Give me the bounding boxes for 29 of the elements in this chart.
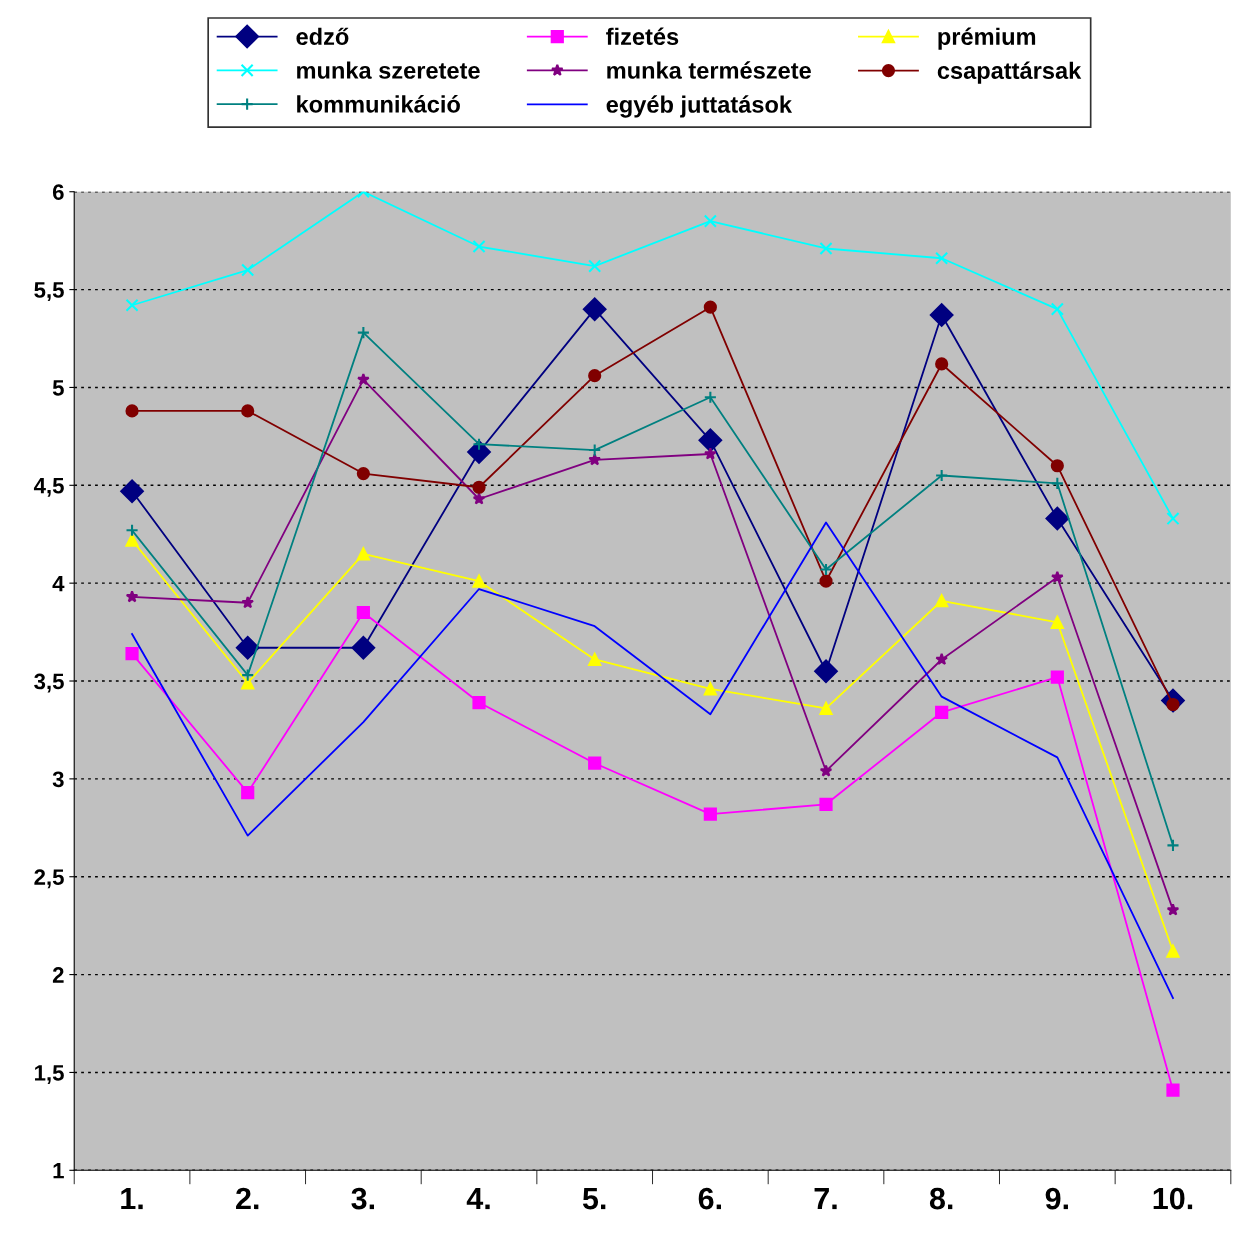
x-tick-label: 8.	[929, 1187, 953, 1210]
legend-label: munka szeretete	[297, 61, 480, 79]
y-tick-label: 2,5	[34, 869, 64, 889]
legend-label: kommunikáció	[297, 95, 460, 113]
legend-label: prémium	[938, 27, 1036, 50]
x-tick-label: 9.	[1045, 1187, 1068, 1210]
x-tick-label: 6.	[698, 1187, 721, 1210]
y-tick-label: 6	[52, 184, 64, 200]
legend-label: csapattársak	[937, 61, 1082, 84]
y-tick-label: 4	[52, 575, 65, 592]
x-tick-label: 3.	[351, 1187, 375, 1210]
x-tick-label: 1.	[121, 1188, 143, 1210]
y-tick-label: 4,5	[33, 478, 64, 497]
x-tick-label: 4.	[466, 1188, 490, 1210]
x-tick-label: 2.	[236, 1187, 259, 1210]
y-tick-label: 3,5	[34, 673, 64, 693]
y-tick-label: 1	[53, 1163, 64, 1179]
legend-label: munka természete	[607, 61, 811, 79]
x-tick-label: 10.	[1153, 1187, 1193, 1210]
y-tick-label: 5,5	[34, 282, 64, 302]
y-tick-label: 3	[52, 771, 64, 788]
legend-label: edző	[296, 27, 349, 46]
legend-label: fizetés	[606, 27, 679, 46]
legend-label: egyéb juttatások	[606, 95, 793, 118]
y-tick-label: 1,5	[35, 1065, 64, 1084]
x-tick-label: 7.	[814, 1188, 837, 1210]
y-tick-label: 5	[52, 380, 64, 396]
x-tick-label: 5.	[582, 1188, 606, 1210]
y-tick-label: 2	[52, 967, 64, 983]
